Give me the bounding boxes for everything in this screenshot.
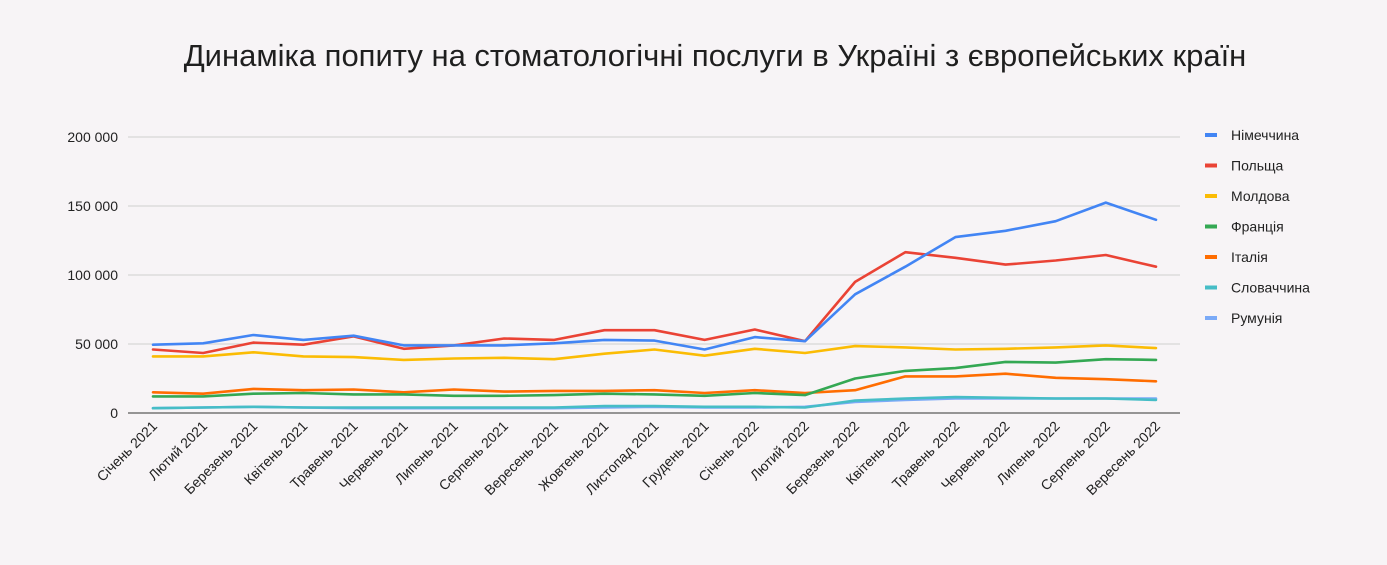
y-tick-label: 50 000 xyxy=(75,336,118,352)
chart-title: Динаміка попиту на стоматологічні послуг… xyxy=(183,38,1247,73)
series-line xyxy=(151,357,1158,398)
series-line xyxy=(151,395,1158,410)
series-line xyxy=(151,201,1158,351)
series-line xyxy=(151,344,1158,362)
legend-label: Словаччина xyxy=(1231,280,1310,296)
series-line xyxy=(151,250,1158,355)
legend-label: Румунія xyxy=(1231,310,1282,326)
y-tick-label: 100 000 xyxy=(67,267,118,283)
legend-label: Молдова xyxy=(1231,188,1290,204)
grid-layer xyxy=(128,136,1180,414)
legend-label: Польща xyxy=(1231,158,1284,174)
y-tick-label: 200 000 xyxy=(67,129,118,145)
y-axis: 0 50 000 100 000 150 000 200 000 xyxy=(67,129,118,421)
legend-label: Німеччина xyxy=(1231,127,1299,143)
legend-label: Італія xyxy=(1231,249,1268,265)
series-line xyxy=(151,372,1158,396)
legend-label: Франція xyxy=(1231,219,1284,235)
y-tick-label: 150 000 xyxy=(67,198,118,214)
legend: Німеччина Польща Молдова Франція Італія Слова… xyxy=(1205,127,1310,326)
y-tick-label: 0 xyxy=(110,405,118,421)
series-layer xyxy=(151,201,1158,410)
